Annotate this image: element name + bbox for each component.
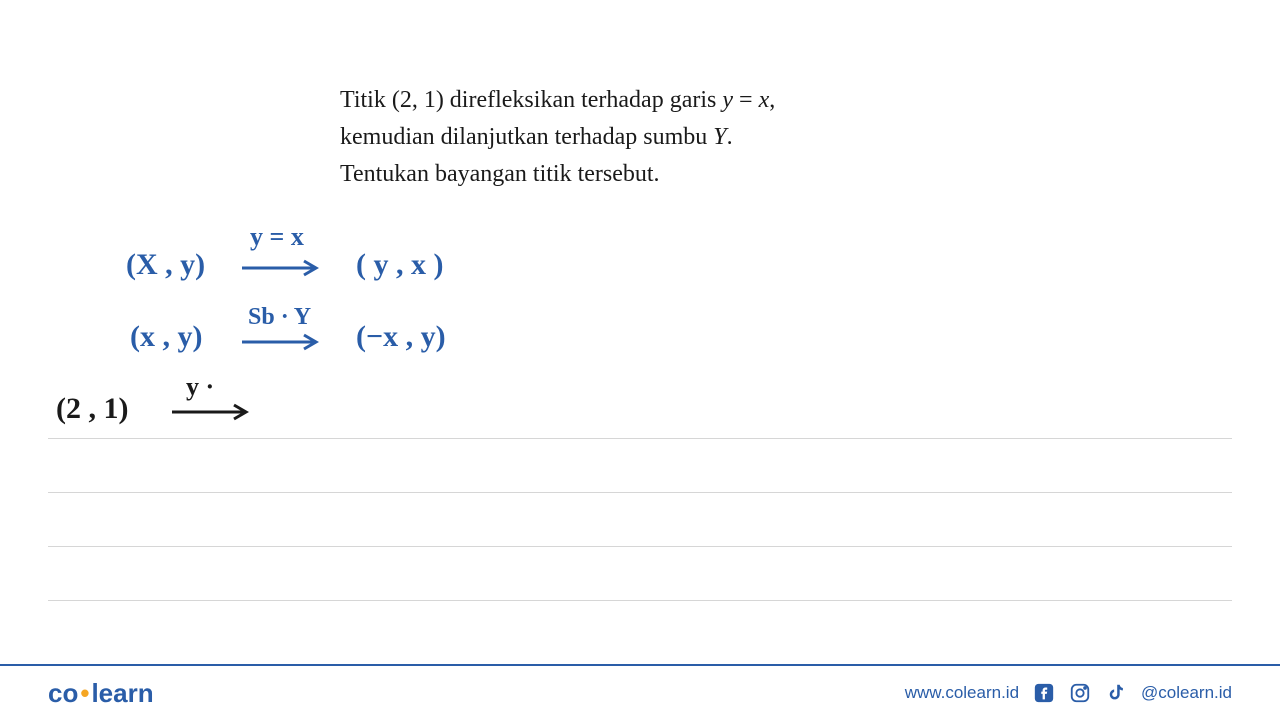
notebook-line <box>48 492 1232 493</box>
problem-line1-d: x <box>759 87 770 113</box>
rule1-label: y = x <box>250 222 304 252</box>
problem-line1-b: y <box>722 87 733 113</box>
arrow-icon <box>168 402 258 422</box>
footer-url: www.colearn.id <box>905 683 1019 703</box>
rule2-left: (x , y) <box>130 320 202 354</box>
logo-part-a: co <box>48 678 78 708</box>
logo-dot: • <box>78 678 91 708</box>
instagram-icon <box>1069 682 1091 704</box>
notebook-line <box>48 438 1232 439</box>
logo-part-b: learn <box>91 678 153 708</box>
tiktok-icon <box>1105 682 1127 704</box>
problem-statement: Titik (2, 1) direfleksikan terhadap gari… <box>340 82 900 194</box>
footer-right: www.colearn.id @colearn.id <box>905 682 1232 704</box>
rule1-left: (X , y) <box>126 248 205 282</box>
notebook-line <box>48 600 1232 601</box>
arrow-icon <box>238 332 328 352</box>
footer: co•learn www.colearn.id @colearn.id <box>0 664 1280 720</box>
footer-handle: @colearn.id <box>1141 683 1232 703</box>
rule1-right: ( y , x ) <box>356 248 443 282</box>
problem-line1-e: , <box>769 87 775 113</box>
problem-line1-a: Titik (2, 1) direfleksikan terhadap gari… <box>340 87 722 113</box>
rule2-right: (−x , y) <box>356 320 446 354</box>
step1-label: y · <box>186 372 214 402</box>
problem-line2-b: Y <box>713 124 726 150</box>
arrow-icon <box>238 258 328 278</box>
step1-left: (2 , 1) <box>56 392 128 426</box>
rule2-label: Sb · Y <box>248 304 311 331</box>
problem-line3: Tentukan bayangan titik tersebut. <box>340 161 660 187</box>
notebook-line <box>48 546 1232 547</box>
problem-line1-c: = <box>733 87 759 113</box>
facebook-icon <box>1033 682 1055 704</box>
problem-line2-c: . <box>727 124 733 150</box>
problem-line2-a: kemudian dilanjutkan terhadap sumbu <box>340 124 713 150</box>
logo: co•learn <box>48 678 154 709</box>
